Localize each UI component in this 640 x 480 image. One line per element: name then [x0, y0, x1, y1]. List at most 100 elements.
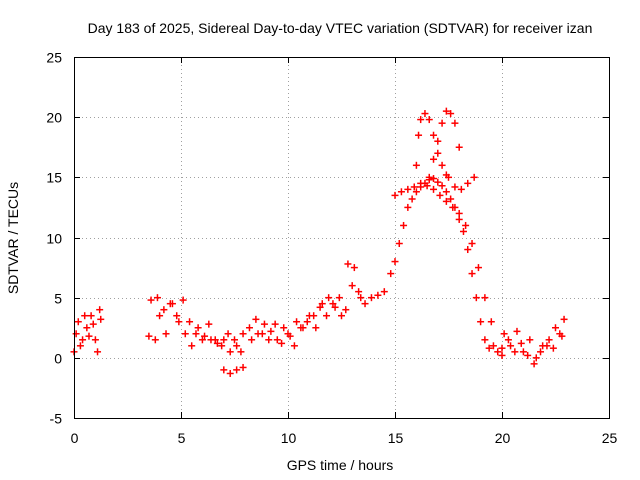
- data-point: [226, 348, 234, 356]
- data-point: [410, 183, 418, 191]
- data-point: [464, 246, 472, 254]
- data-point: [558, 332, 566, 340]
- data-point: [198, 336, 206, 344]
- data-point: [192, 330, 200, 338]
- data-point: [83, 324, 91, 332]
- data-point: [179, 296, 187, 304]
- data-point: [85, 332, 93, 340]
- chart-title: Day 183 of 2025, Sidereal Day-to-day VTE…: [88, 20, 593, 36]
- data-point: [404, 203, 412, 211]
- data-point: [186, 318, 194, 326]
- data-point: [438, 182, 446, 190]
- tick-layer: 0 5 10 15 20 25 -5 0 5 10 15 20 25: [46, 50, 617, 447]
- data-point: [391, 191, 399, 199]
- data-point: [245, 324, 253, 332]
- data-point: [462, 221, 470, 229]
- data-point: [156, 312, 164, 320]
- data-point: [237, 348, 245, 356]
- data-point: [231, 336, 238, 344]
- data-point: [455, 143, 463, 151]
- data-point: [357, 294, 365, 302]
- data-point: [153, 294, 161, 302]
- data-point: [239, 363, 247, 371]
- data-point: [468, 270, 476, 278]
- data-point: [425, 116, 433, 124]
- data-point: [470, 173, 478, 181]
- x-tick-label: 25: [602, 430, 618, 446]
- x-tick-label: 20: [495, 430, 511, 446]
- data-point: [271, 320, 279, 328]
- y-axis-label: SDTVAR / TECUs: [5, 182, 21, 294]
- data-point: [498, 344, 506, 352]
- data-point: [545, 336, 553, 344]
- points-layer: [70, 107, 568, 377]
- data-point: [481, 336, 489, 344]
- data-point: [430, 175, 438, 183]
- data-point: [280, 324, 288, 332]
- data-point: [539, 342, 547, 350]
- data-point: [181, 330, 189, 338]
- data-point: [552, 324, 559, 332]
- data-point: [160, 306, 168, 314]
- data-point: [517, 339, 525, 347]
- data-point: [305, 312, 313, 320]
- data-point: [434, 178, 442, 186]
- data-point: [504, 336, 512, 344]
- data-point: [434, 149, 442, 157]
- data-point: [530, 360, 538, 368]
- data-point: [498, 351, 506, 359]
- data-point: [374, 291, 382, 299]
- data-point: [412, 161, 420, 169]
- data-point: [451, 119, 459, 127]
- data-point: [72, 330, 80, 338]
- y-tick-label: 10: [46, 231, 62, 247]
- data-point: [477, 318, 485, 326]
- data-point: [211, 336, 219, 344]
- data-point: [489, 342, 497, 350]
- data-point: [344, 260, 352, 268]
- data-point: [348, 282, 356, 290]
- data-point: [188, 342, 196, 350]
- data-point: [96, 306, 104, 314]
- data-point: [487, 318, 495, 326]
- data-point: [361, 300, 369, 308]
- data-point: [387, 270, 395, 278]
- data-point: [395, 240, 403, 248]
- data-point: [436, 191, 444, 199]
- data-point: [166, 300, 174, 308]
- data-point: [267, 327, 275, 335]
- x-tick-label: 15: [388, 430, 404, 446]
- data-point: [404, 185, 412, 193]
- data-point: [355, 288, 363, 296]
- data-point: [147, 296, 155, 304]
- plot-frame: [74, 57, 610, 419]
- data-point: [430, 185, 438, 193]
- data-point: [408, 195, 416, 203]
- data-point: [318, 300, 326, 308]
- data-point: [442, 188, 450, 196]
- data-point: [511, 348, 519, 356]
- data-point: [220, 336, 228, 344]
- data-point: [445, 173, 452, 181]
- grid-layer: [74, 57, 609, 418]
- data-point: [252, 315, 260, 323]
- data-point: [391, 258, 399, 266]
- data-point: [87, 312, 95, 320]
- data-point: [338, 312, 345, 320]
- data-point: [537, 348, 545, 356]
- data-point: [472, 294, 480, 302]
- data-point: [162, 330, 170, 338]
- data-point: [451, 183, 459, 191]
- data-point: [400, 221, 408, 229]
- data-point: [455, 215, 463, 223]
- data-point: [342, 306, 350, 314]
- y-tick-label: 25: [46, 50, 62, 66]
- data-point: [549, 344, 557, 352]
- data-point: [151, 336, 159, 344]
- data-point: [76, 342, 84, 350]
- data-point: [494, 348, 502, 356]
- data-point: [417, 179, 425, 187]
- data-point: [526, 336, 534, 344]
